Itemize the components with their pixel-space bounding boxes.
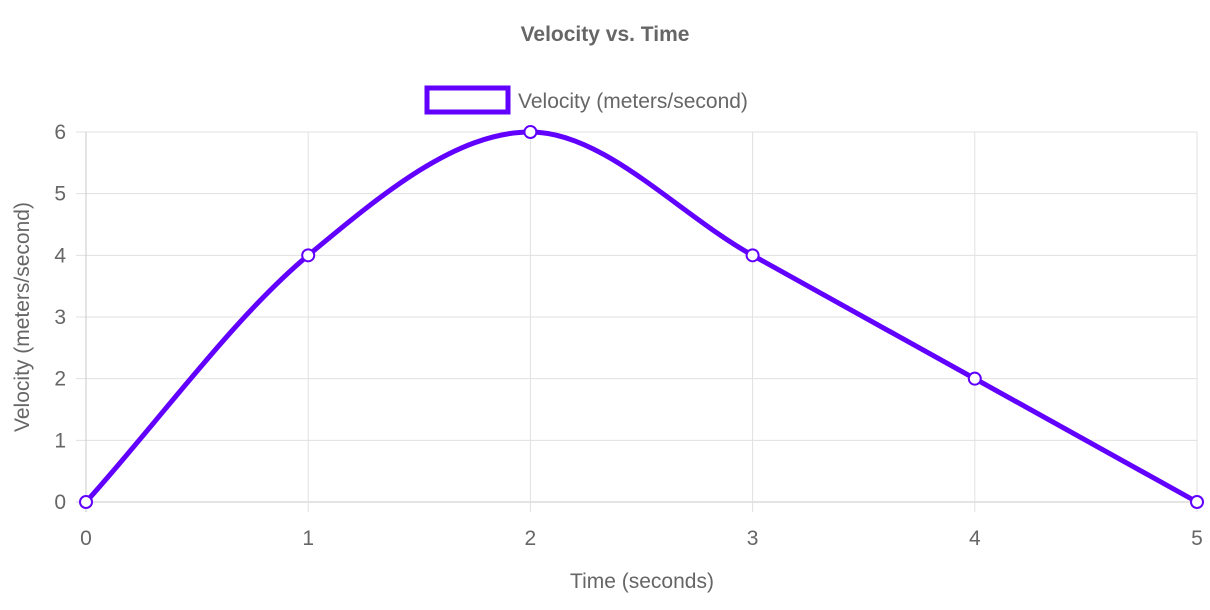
x-axis-label: Time (seconds) (570, 570, 714, 593)
y-axis-label: Velocity (meters/second) (11, 202, 34, 432)
legend[interactable]: Velocity (meters/second) (424, 85, 748, 115)
series-layer (79, 125, 1204, 509)
data-point (79, 495, 93, 509)
data-point (1190, 495, 1204, 509)
x-tick-label: 4 (969, 527, 981, 550)
grid (76, 131, 1198, 512)
legend-swatch (424, 85, 511, 115)
axes: 0 1 2 3 4 5 6 0 1 2 3 4 5 (54, 121, 1203, 550)
y-tick-label: 3 (54, 306, 66, 329)
data-point (967, 371, 982, 386)
legend-label: Velocity (meters/second) (518, 90, 748, 113)
series-line (83, 129, 1200, 505)
x-tick-label: 2 (525, 527, 537, 550)
y-tick-label: 0 (54, 491, 66, 514)
y-tick-label: 1 (54, 429, 66, 452)
y-tick-label: 4 (54, 244, 66, 267)
x-tick-label: 3 (747, 527, 759, 550)
y-tick-label: 5 (54, 183, 66, 206)
data-point (523, 125, 538, 139)
chart-title: Velocity vs. Time (521, 23, 690, 46)
y-tick-label: 6 (54, 121, 66, 144)
x-tick-label: 0 (80, 527, 92, 550)
y-tick-label: 2 (54, 368, 66, 391)
data-point (301, 248, 316, 263)
data-point (745, 248, 760, 263)
x-tick-label: 5 (1191, 527, 1203, 550)
x-tick-label: 1 (302, 527, 314, 550)
